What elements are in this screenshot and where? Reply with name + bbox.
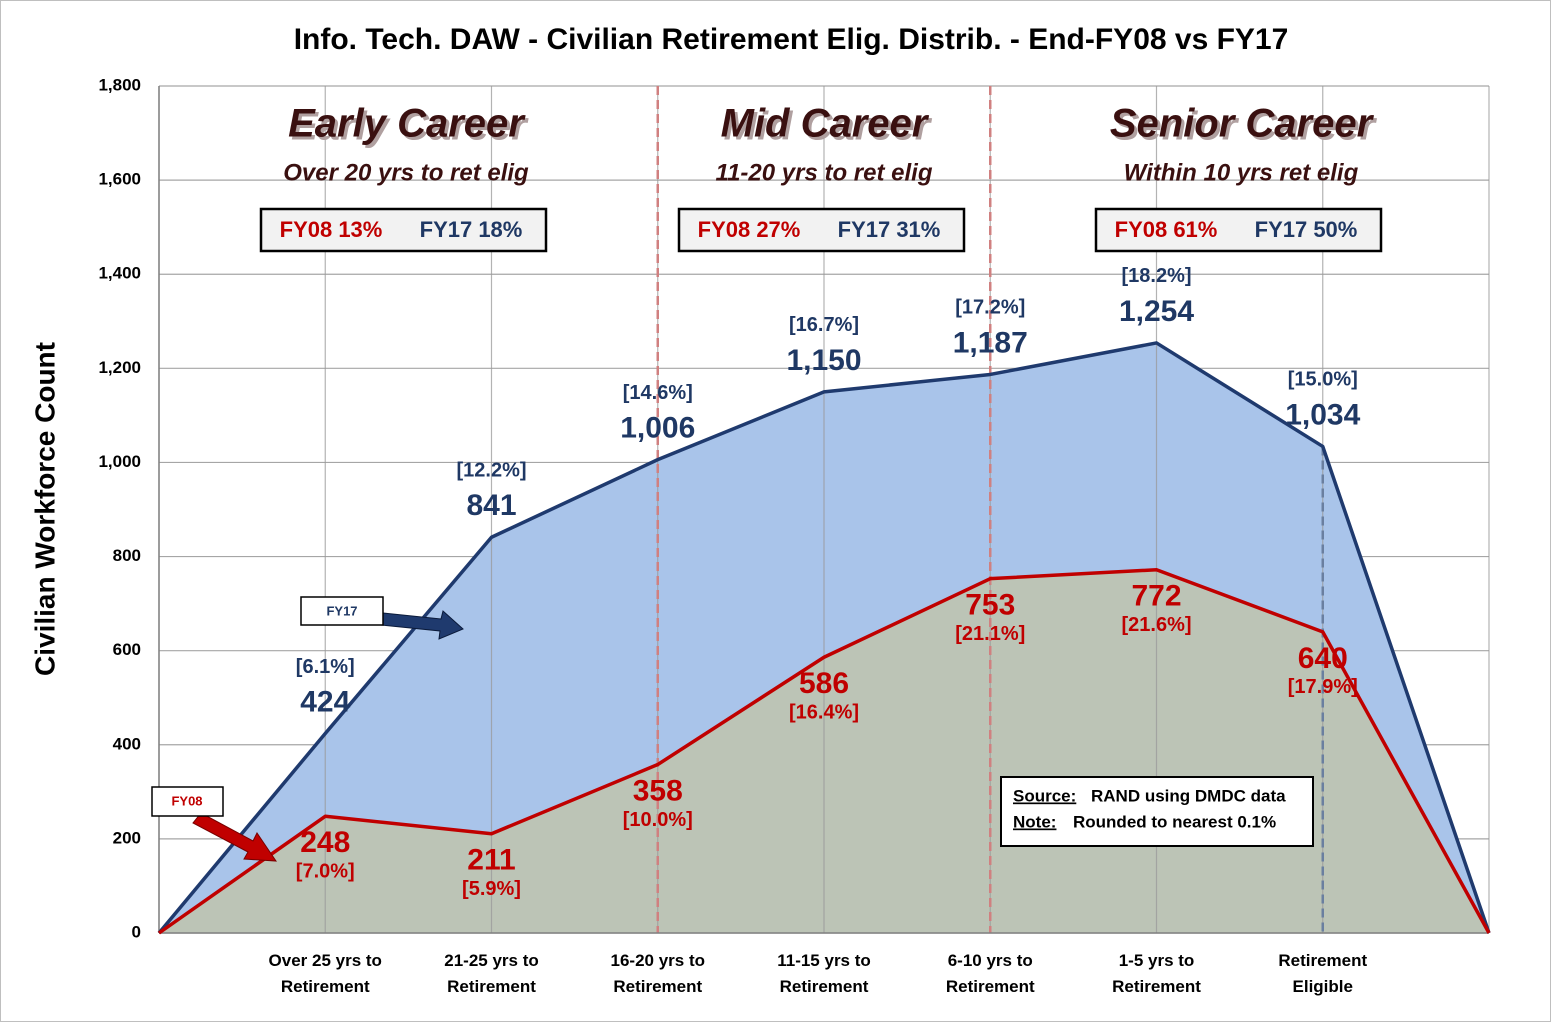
section-box: [259, 207, 548, 253]
share-label: [14.6%]: [623, 382, 693, 404]
y-tick-label: 1,400: [98, 264, 141, 283]
y-tick-label: 600: [113, 640, 141, 659]
data-label: 1,006: [620, 412, 695, 445]
data-label: 1,150: [786, 344, 861, 377]
y-tick-label: 1,800: [98, 75, 141, 94]
share-label: [21.1%]: [955, 623, 1025, 645]
data-label: 211: [467, 844, 515, 877]
y-tick-label: 1,200: [98, 358, 141, 377]
legend-label: FY08: [171, 793, 202, 808]
share-label: [10.0%]: [623, 809, 693, 831]
source-text: RAND using DMDC data: [1091, 786, 1286, 805]
section-box: [1094, 207, 1383, 253]
x-tick-label: 21-25 yrs to Retirement: [444, 951, 539, 996]
y-tick-label: 1,000: [98, 452, 141, 471]
source-label: Source:: [1013, 786, 1076, 805]
section-fy17: FY17 50%: [1255, 217, 1358, 242]
y-tick-label: 800: [113, 546, 141, 565]
data-label: 1,034: [1285, 398, 1360, 431]
share-label: [12.2%]: [456, 460, 526, 482]
x-tick-label: 6-10 yrs to Retirement: [945, 951, 1035, 996]
section-title-shadow: Mid Career: [724, 105, 933, 149]
data-label: 753: [965, 589, 1015, 622]
share-label: [6.1%]: [296, 656, 355, 678]
y-tick-label: 1,600: [98, 170, 141, 189]
section-fy17: FY17 31%: [838, 217, 941, 242]
arrow: [192, 812, 277, 862]
series-line: [157, 341, 1491, 935]
share-label: [17.2%]: [955, 297, 1025, 319]
x-tick-label: Retirement Eligible: [1278, 951, 1368, 996]
y-tick-label: 200: [113, 828, 141, 847]
x-tick-label: 16-20 yrs to Retirement: [610, 951, 706, 996]
section-box: [677, 207, 966, 253]
data-label: 772: [1131, 580, 1181, 613]
note-label: Note:: [1013, 812, 1056, 831]
y-tick-label: 0: [132, 922, 141, 941]
share-label: [17.9%]: [1288, 676, 1358, 698]
x-tick-label: Over 25 yrs to Retirement: [268, 951, 382, 996]
section-title: Early Career: [288, 102, 526, 146]
note-text: Rounded to nearest 0.1%: [1073, 812, 1276, 831]
data-label: 358: [633, 774, 683, 807]
share-label: [16.7%]: [789, 314, 859, 336]
y-axis-label: Civilian Workforce Count: [29, 342, 60, 676]
data-label: 1,187: [953, 326, 1028, 359]
share-label: [5.9%]: [462, 878, 521, 900]
section-fy08: FY08 27%: [698, 217, 801, 242]
legend-label: FY17: [326, 603, 357, 618]
x-tick-label: 1-5 yrs to Retirement: [1112, 951, 1201, 996]
section-subtitle: Within 10 yrs ret elig: [1124, 159, 1359, 186]
section-fy17: FY17 18%: [420, 217, 523, 242]
source-box: [1000, 776, 1314, 847]
arrow: [380, 610, 464, 640]
callout-box: [300, 596, 384, 626]
section-fy08: FY08 13%: [280, 217, 383, 242]
section-title: Senior Career: [1110, 102, 1375, 146]
share-label: [21.6%]: [1121, 614, 1191, 636]
data-label: 841: [466, 489, 516, 522]
data-label: 640: [1298, 642, 1348, 675]
section-fy08: FY08 61%: [1115, 217, 1218, 242]
series-line: [157, 567, 1491, 935]
callout-box: [151, 786, 224, 817]
share-label: [7.0%]: [296, 861, 355, 883]
section-subtitle: 11-20 yrs to ret elig: [716, 159, 933, 186]
section-title: Mid Career: [721, 102, 930, 146]
chart-title: Info. Tech. DAW - Civilian Retirement El…: [294, 23, 1289, 56]
data-label: 424: [300, 685, 350, 718]
share-label: [18.2%]: [1121, 265, 1191, 287]
x-tick-label: 11-15 yrs to Retirement: [777, 951, 871, 996]
section-title-shadow: Senior Career: [1113, 105, 1378, 149]
data-label: 248: [300, 826, 350, 859]
y-tick-label: 400: [113, 734, 141, 753]
data-label: 586: [799, 667, 849, 700]
section-subtitle: Over 20 yrs to ret elig: [283, 159, 529, 186]
share-label: [15.0%]: [1288, 369, 1358, 391]
data-label: 1,254: [1119, 295, 1194, 328]
section-title-shadow: Early Career: [291, 105, 529, 149]
share-label: [16.4%]: [789, 702, 859, 724]
